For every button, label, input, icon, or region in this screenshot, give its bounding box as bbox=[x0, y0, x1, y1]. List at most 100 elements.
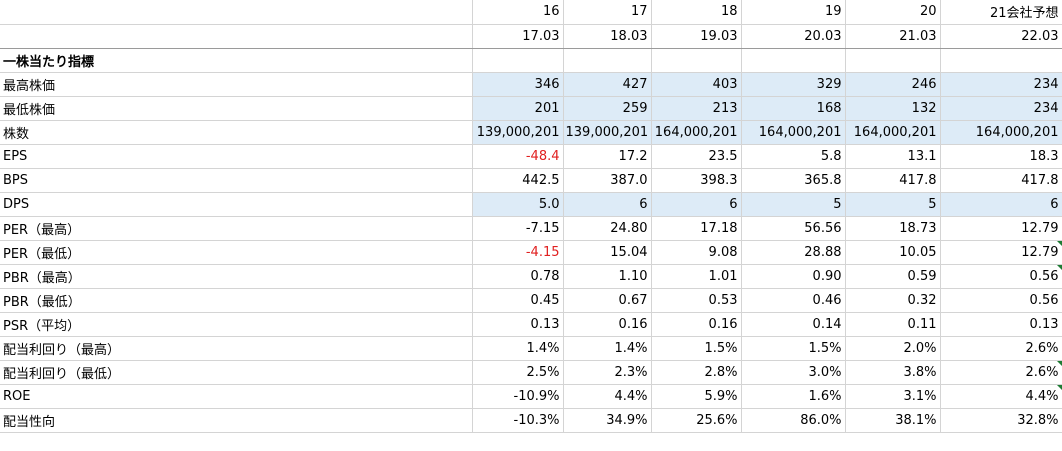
value-cell[interactable]: 168 bbox=[741, 96, 846, 121]
value-cell[interactable]: 15.04 bbox=[563, 240, 652, 265]
value-cell[interactable]: 0.90 bbox=[741, 264, 846, 289]
value-cell[interactable]: 34.9% bbox=[563, 408, 652, 433]
fiscal-year-cell[interactable]: 18 bbox=[651, 0, 742, 25]
value-cell[interactable]: 3.8% bbox=[845, 360, 941, 385]
value-cell[interactable]: 12.79 bbox=[940, 240, 1062, 265]
value-cell[interactable]: 10.05 bbox=[845, 240, 941, 265]
value-cell[interactable]: 28.88 bbox=[741, 240, 846, 265]
value-cell[interactable]: 2.3% bbox=[563, 360, 652, 385]
value-cell[interactable]: -7.15 bbox=[472, 216, 564, 241]
value-cell[interactable]: 346 bbox=[472, 72, 564, 97]
period-end-cell[interactable]: 22.03 bbox=[940, 24, 1062, 49]
row-label-cell[interactable]: PSR（平均） bbox=[0, 312, 473, 337]
fiscal-year-cell[interactable]: 20 bbox=[845, 0, 941, 25]
value-cell[interactable]: 213 bbox=[651, 96, 742, 121]
value-cell[interactable]: 0.32 bbox=[845, 288, 941, 313]
row-label-cell[interactable]: ROE bbox=[0, 384, 473, 409]
value-cell[interactable]: 6 bbox=[940, 192, 1062, 217]
value-cell[interactable]: 0.16 bbox=[563, 312, 652, 337]
row-label-cell[interactable]: 配当利回り（最高） bbox=[0, 336, 473, 361]
value-cell[interactable]: 5 bbox=[845, 192, 941, 217]
header-label-cell[interactable] bbox=[0, 24, 473, 49]
value-cell[interactable]: 1.10 bbox=[563, 264, 652, 289]
fiscal-year-cell[interactable]: 17 bbox=[563, 0, 652, 25]
value-cell[interactable]: 2.0% bbox=[845, 336, 941, 361]
value-cell[interactable]: 3.1% bbox=[845, 384, 941, 409]
fiscal-year-cell[interactable]: 19 bbox=[741, 0, 846, 25]
value-cell[interactable]: 234 bbox=[940, 72, 1062, 97]
value-cell[interactable]: 0.67 bbox=[563, 288, 652, 313]
period-end-cell[interactable]: 20.03 bbox=[741, 24, 846, 49]
row-label-cell[interactable]: PBR（最高） bbox=[0, 264, 473, 289]
value-cell[interactable]: 56.56 bbox=[741, 216, 846, 241]
value-cell[interactable]: 25.6% bbox=[651, 408, 742, 433]
value-cell[interactable]: 23.5 bbox=[651, 144, 742, 169]
value-cell[interactable]: 32.8% bbox=[940, 408, 1062, 433]
value-cell[interactable]: 0.59 bbox=[845, 264, 941, 289]
period-end-cell[interactable]: 21.03 bbox=[845, 24, 941, 49]
row-label-cell[interactable]: 最低株価 bbox=[0, 96, 473, 121]
row-label-cell[interactable]: 株数 bbox=[0, 120, 473, 145]
value-cell[interactable]: 1.4% bbox=[472, 336, 564, 361]
period-end-cell[interactable]: 18.03 bbox=[563, 24, 652, 49]
value-cell[interactable]: 0.46 bbox=[741, 288, 846, 313]
value-cell[interactable]: 0.53 bbox=[651, 288, 742, 313]
value-cell[interactable]: 1.6% bbox=[741, 384, 846, 409]
row-label-cell[interactable]: PER（最低） bbox=[0, 240, 473, 265]
value-cell[interactable]: 442.5 bbox=[472, 168, 564, 193]
row-label-cell[interactable]: EPS bbox=[0, 144, 473, 169]
value-cell[interactable]: 5.8 bbox=[741, 144, 846, 169]
value-cell[interactable]: 1.4% bbox=[563, 336, 652, 361]
value-cell[interactable]: -10.9% bbox=[472, 384, 564, 409]
value-cell[interactable]: 246 bbox=[845, 72, 941, 97]
value-cell[interactable]: 259 bbox=[563, 96, 652, 121]
value-cell[interactable]: 24.80 bbox=[563, 216, 652, 241]
value-cell[interactable]: 417.8 bbox=[940, 168, 1062, 193]
value-cell[interactable]: 0.14 bbox=[741, 312, 846, 337]
value-cell[interactable]: 13.1 bbox=[845, 144, 941, 169]
value-cell[interactable]: 234 bbox=[940, 96, 1062, 121]
row-label-cell[interactable]: 最高株価 bbox=[0, 72, 473, 97]
value-cell[interactable]: 4.4% bbox=[563, 384, 652, 409]
section-title[interactable]: 一株当たり指標 bbox=[0, 48, 473, 73]
value-cell[interactable]: 387.0 bbox=[563, 168, 652, 193]
value-cell[interactable]: 164,000,201 bbox=[845, 120, 941, 145]
value-cell[interactable]: 0.16 bbox=[651, 312, 742, 337]
value-cell[interactable]: 164,000,201 bbox=[741, 120, 846, 145]
value-cell[interactable]: 164,000,201 bbox=[651, 120, 742, 145]
value-cell[interactable]: 164,000,201 bbox=[940, 120, 1062, 145]
value-cell[interactable]: 2.8% bbox=[651, 360, 742, 385]
value-cell[interactable]: 132 bbox=[845, 96, 941, 121]
value-cell[interactable]: 6 bbox=[563, 192, 652, 217]
value-cell[interactable]: 0.13 bbox=[472, 312, 564, 337]
value-cell[interactable]: 6 bbox=[651, 192, 742, 217]
value-cell[interactable]: 2.6% bbox=[940, 336, 1062, 361]
value-cell[interactable]: 17.18 bbox=[651, 216, 742, 241]
value-cell[interactable]: 0.13 bbox=[940, 312, 1062, 337]
value-cell[interactable]: 0.56 bbox=[940, 288, 1062, 313]
empty-cell[interactable] bbox=[563, 48, 652, 73]
empty-cell[interactable] bbox=[741, 48, 846, 73]
value-cell[interactable]: 417.8 bbox=[845, 168, 941, 193]
value-cell[interactable]: 18.3 bbox=[940, 144, 1062, 169]
value-cell[interactable]: 4.4% bbox=[940, 384, 1062, 409]
value-cell[interactable]: 139,000,201 bbox=[563, 120, 652, 145]
value-cell[interactable]: 0.11 bbox=[845, 312, 941, 337]
empty-cell[interactable] bbox=[472, 48, 564, 73]
row-label-cell[interactable]: 配当性向 bbox=[0, 408, 473, 433]
value-cell[interactable]: 5 bbox=[741, 192, 846, 217]
value-cell[interactable]: 0.78 bbox=[472, 264, 564, 289]
fiscal-year-cell[interactable]: 16 bbox=[472, 0, 564, 25]
empty-cell[interactable] bbox=[940, 48, 1062, 73]
value-cell[interactable]: 18.73 bbox=[845, 216, 941, 241]
value-cell[interactable]: 9.08 bbox=[651, 240, 742, 265]
row-label-cell[interactable]: PBR（最低） bbox=[0, 288, 473, 313]
value-cell[interactable]: 398.3 bbox=[651, 168, 742, 193]
period-end-cell[interactable]: 17.03 bbox=[472, 24, 564, 49]
value-cell[interactable]: 2.5% bbox=[472, 360, 564, 385]
value-cell[interactable]: 12.79 bbox=[940, 216, 1062, 241]
header-label-cell[interactable] bbox=[0, 0, 473, 25]
row-label-cell[interactable]: PER（最高） bbox=[0, 216, 473, 241]
value-cell[interactable]: 1.5% bbox=[651, 336, 742, 361]
value-cell[interactable]: -4.15 bbox=[472, 240, 564, 265]
